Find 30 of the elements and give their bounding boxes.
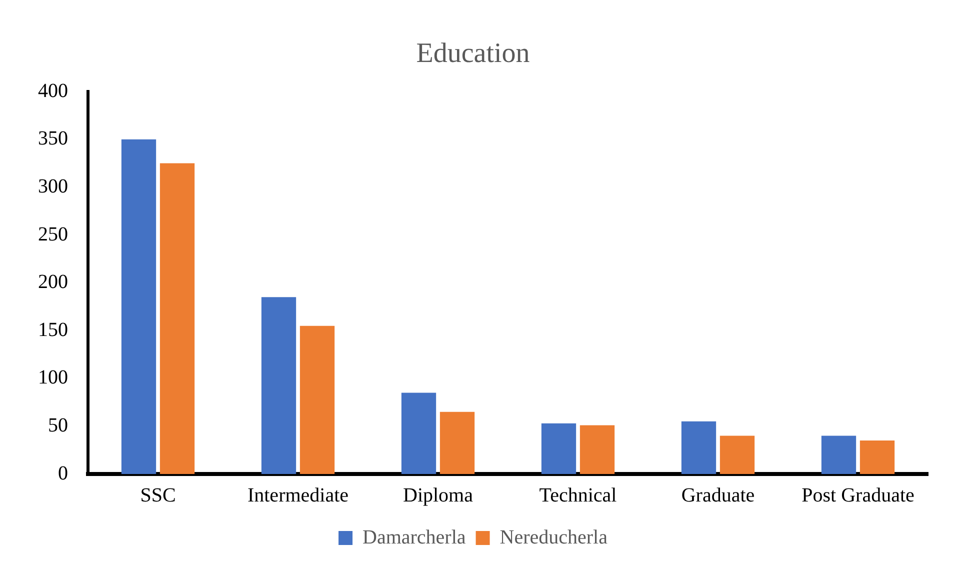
- bar: [541, 423, 576, 474]
- x-tick-label: SSC: [140, 484, 176, 506]
- x-tick-label: Post Graduate: [802, 484, 914, 506]
- x-tick-label: Intermediate: [247, 484, 349, 506]
- y-tick-label: 200: [38, 271, 68, 294]
- x-tick-label: Technical: [539, 484, 618, 506]
- bar: [401, 392, 436, 474]
- x-tick-label: Graduate: [681, 484, 755, 506]
- bar: [860, 440, 895, 474]
- y-tick-label: 350: [38, 128, 68, 150]
- bar: [720, 436, 755, 474]
- y-tick-label: 150: [38, 318, 68, 341]
- bar: [681, 421, 716, 474]
- bar: [300, 326, 335, 474]
- bar: [580, 425, 615, 474]
- y-tick-label: 250: [38, 223, 68, 246]
- y-tick-label: 100: [38, 366, 68, 389]
- chart-title: Education: [416, 38, 530, 70]
- y-tick-label: 50: [48, 414, 68, 436]
- bar: [121, 139, 156, 474]
- bar: [821, 436, 856, 474]
- x-tick-label: Diploma: [403, 484, 474, 506]
- y-tick-label: 400: [38, 80, 68, 102]
- y-tick-label: 300: [38, 175, 68, 198]
- legend-label: Nereducherla: [500, 526, 608, 548]
- legend-label: Damarcherla: [362, 526, 466, 548]
- bar: [440, 412, 475, 474]
- y-tick-label: 0: [58, 462, 68, 484]
- bar: [160, 163, 195, 474]
- bar: [261, 297, 296, 474]
